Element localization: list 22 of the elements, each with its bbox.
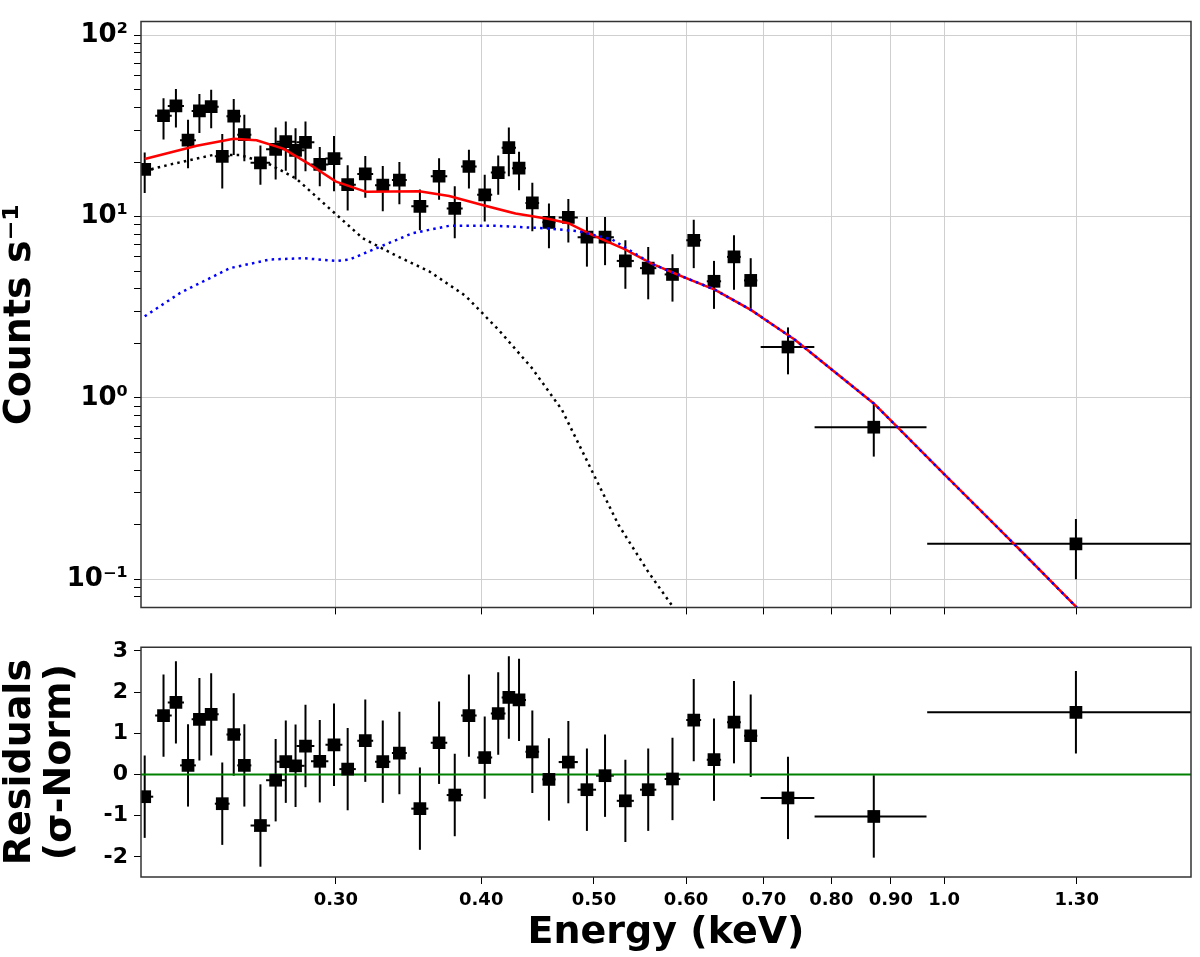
x-tick-label: 0.90 bbox=[868, 888, 914, 910]
y-tick-label: 2 bbox=[112, 677, 128, 703]
x-tick-label: 0.40 bbox=[458, 888, 504, 910]
x-tick-label: 1.30 bbox=[1054, 888, 1099, 910]
y-tick-label: 10² bbox=[80, 18, 128, 49]
x-tick-label: 0.60 bbox=[663, 888, 709, 910]
y-axis-title: Counts s⁻¹ bbox=[0, 203, 39, 426]
y-tick-label: 10⁻¹ bbox=[66, 562, 128, 593]
x-tick-label: 0.80 bbox=[809, 888, 854, 910]
x-tick-label: 0.50 bbox=[571, 888, 617, 910]
x-tick-label: 0.70 bbox=[741, 888, 787, 910]
y-tick-label: 0 bbox=[112, 760, 128, 786]
y-tick-label: -1 bbox=[103, 801, 128, 827]
y-tick-label: -2 bbox=[103, 842, 128, 868]
y-tick-label: 1 bbox=[112, 718, 128, 744]
x-tick-label: 0.30 bbox=[313, 888, 359, 910]
y-tick-label: 3 bbox=[112, 636, 128, 662]
y-tick-label: 10¹ bbox=[80, 199, 128, 230]
x-axis-title: Energy (keV) bbox=[527, 907, 805, 952]
y-tick-label: 10⁰ bbox=[80, 380, 128, 411]
x-tick-label: 1.0 bbox=[928, 888, 961, 910]
y-axis-title: Residuals (σ-Norm) bbox=[0, 658, 79, 866]
